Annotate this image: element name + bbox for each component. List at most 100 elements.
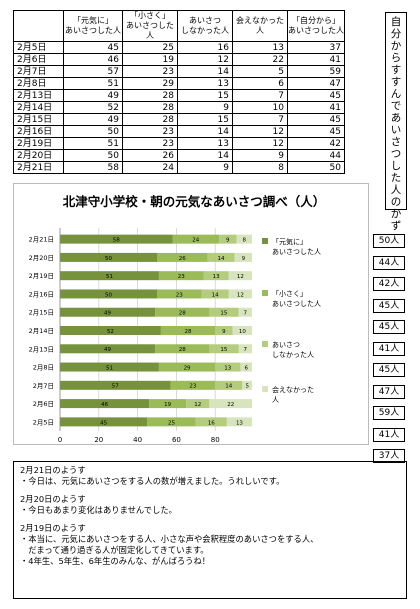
data-label: 49	[104, 347, 111, 353]
bar-segment	[228, 271, 253, 281]
data-label: 58	[113, 238, 120, 244]
table-value-cell: 49	[63, 89, 123, 102]
x-tick-label: 20	[94, 436, 103, 444]
total-box: 45人	[373, 363, 405, 377]
bar-segment	[238, 307, 253, 317]
data-label: 14	[218, 256, 225, 262]
legend-label: 「元気に」	[272, 237, 307, 246]
notes-box: 2月21日のようす ・今日は、元気にあいさつをする人の数が増えました。うれしいです…	[13, 461, 407, 599]
table-value-cell: 13	[177, 77, 233, 90]
x-tick-label: 40	[133, 436, 142, 444]
data-label: 52	[107, 329, 114, 335]
data-label: 50	[105, 256, 112, 262]
bar-segment	[60, 289, 157, 299]
chart: 北津守小学校・朝の元気なあいさつ調べ（人） 0 20 40 60 80 2月21日 58 24 9…	[13, 183, 369, 445]
table-value-cell: 50	[63, 149, 123, 162]
table-value-cell: 41	[287, 53, 345, 66]
table-value-cell: 9	[232, 149, 288, 162]
bar-segment	[242, 380, 253, 390]
data-label: 9	[226, 238, 230, 244]
data-label: 23	[176, 292, 183, 298]
table-date-cell: 2月21日	[13, 161, 64, 174]
bar-segment	[60, 307, 156, 317]
y-tick-label: 2月13日	[29, 345, 54, 353]
y-tick-label: 2月6日	[33, 400, 54, 408]
note-section: 2月21日のようす ・今日は、元気にあいさつをする人の数が増えました。うれしいです…	[20, 465, 400, 487]
note-heading: 2月20日のようす	[20, 494, 86, 504]
bar-segment	[147, 417, 196, 427]
legend-swatch	[262, 341, 268, 347]
table-header-cell: あいさつ しなかった人	[177, 10, 233, 42]
bar-segment	[219, 234, 237, 244]
table-value-cell: 28	[122, 89, 178, 102]
total-box: 42人	[373, 277, 405, 291]
table-header-cell: 「自分から」 あいさつした人	[287, 10, 345, 42]
bar-segment	[234, 252, 253, 262]
table-date-cell: 2月14日	[13, 101, 64, 114]
note-section: 2月20日のようす ・今日もあまり変化はありませんでした。	[20, 494, 400, 516]
table-row: 2月20日 50 26 14 9 44	[13, 149, 345, 162]
table-value-cell: 9	[177, 101, 233, 114]
bar-segment	[158, 362, 216, 372]
data-label: 5	[245, 384, 249, 390]
table-row: 2月16日 50 23 14 12 45	[13, 125, 345, 138]
table-date-cell: 2月16日	[13, 125, 64, 138]
legend-label: しなかった人	[272, 351, 314, 359]
legend-swatch	[262, 386, 268, 392]
data-table: 「元気に」 あいさつした人 「小さく」 あいさつした人 あいさつ しなかった人 会えなかった…	[13, 10, 345, 174]
table-row: 2月19日 51 23 13 12 42	[13, 137, 345, 150]
table-value-cell: 29	[122, 77, 178, 90]
data-label: 51	[106, 274, 113, 280]
table-row: 2月21日 58 24 9 8 50	[13, 161, 345, 174]
x-tick-label: 80	[211, 436, 220, 444]
table-row: 2月7日 57 23 14 5 59	[13, 65, 345, 78]
bar-segment	[60, 362, 159, 372]
table-row: 2月15日 49 28 15 7 45	[13, 113, 345, 126]
table-value-cell: 22	[232, 53, 288, 66]
table-date-cell: 2月15日	[13, 113, 64, 126]
bar-segment	[60, 252, 157, 262]
data-label: 9	[242, 256, 246, 262]
legend-label: あいさつした人	[272, 300, 321, 308]
table-value-cell: 15	[177, 89, 233, 102]
data-label: 28	[185, 329, 192, 335]
table-value-cell: 57	[63, 65, 123, 78]
data-label: 45	[100, 420, 107, 426]
bar-segment	[157, 252, 208, 262]
total-box: 59人	[373, 406, 405, 420]
legend-label: 「小さく」	[272, 289, 307, 298]
note-section: 2月19日のようす ・本当に、元気にあいさつをする人、小さな声や会釈程度のあいさつ…	[20, 523, 400, 567]
table-value-cell: 46	[63, 53, 123, 66]
bar-segment	[240, 362, 253, 372]
legend-swatch	[262, 238, 268, 244]
table-value-cell: 10	[232, 101, 288, 114]
bar-segment	[60, 417, 148, 427]
y-tick-label: 2月7日	[33, 382, 54, 390]
note-heading: 2月19日のようす	[20, 523, 86, 533]
data-label: 16	[208, 420, 215, 426]
bar-segment	[236, 234, 253, 244]
note-line: だまって通り過ぎる人が固定化してきています。	[20, 545, 209, 555]
data-label: 22	[227, 402, 234, 408]
table-value-cell: 16	[177, 41, 233, 54]
bar-segment	[60, 344, 156, 354]
y-tick-label: 2月20日	[29, 254, 54, 262]
data-label: 49	[104, 311, 111, 317]
table-value-cell: 13	[232, 41, 288, 54]
table-date-cell: 2月6日	[13, 53, 64, 66]
table-value-cell: 23	[122, 137, 178, 150]
bar-segment	[209, 399, 253, 409]
side-title: 自分からすすんであいさつした人のかず	[385, 12, 407, 232]
table-value-cell: 12	[232, 125, 288, 138]
table-value-cell: 23	[122, 125, 178, 138]
legend-label: あいさつ	[272, 341, 300, 349]
table-header-cell: 「元気に」 あいさつした人	[63, 10, 123, 42]
table-value-cell: 7	[232, 89, 288, 102]
table-value-cell: 26	[122, 149, 178, 162]
note-line: ・今日もあまり変化はありませんでした。	[20, 505, 177, 515]
table-value-cell: 44	[287, 149, 345, 162]
table-value-cell: 12	[177, 53, 233, 66]
table-value-cell: 51	[63, 137, 123, 150]
table-value-cell: 24	[122, 161, 178, 174]
bar-segment	[60, 399, 150, 409]
